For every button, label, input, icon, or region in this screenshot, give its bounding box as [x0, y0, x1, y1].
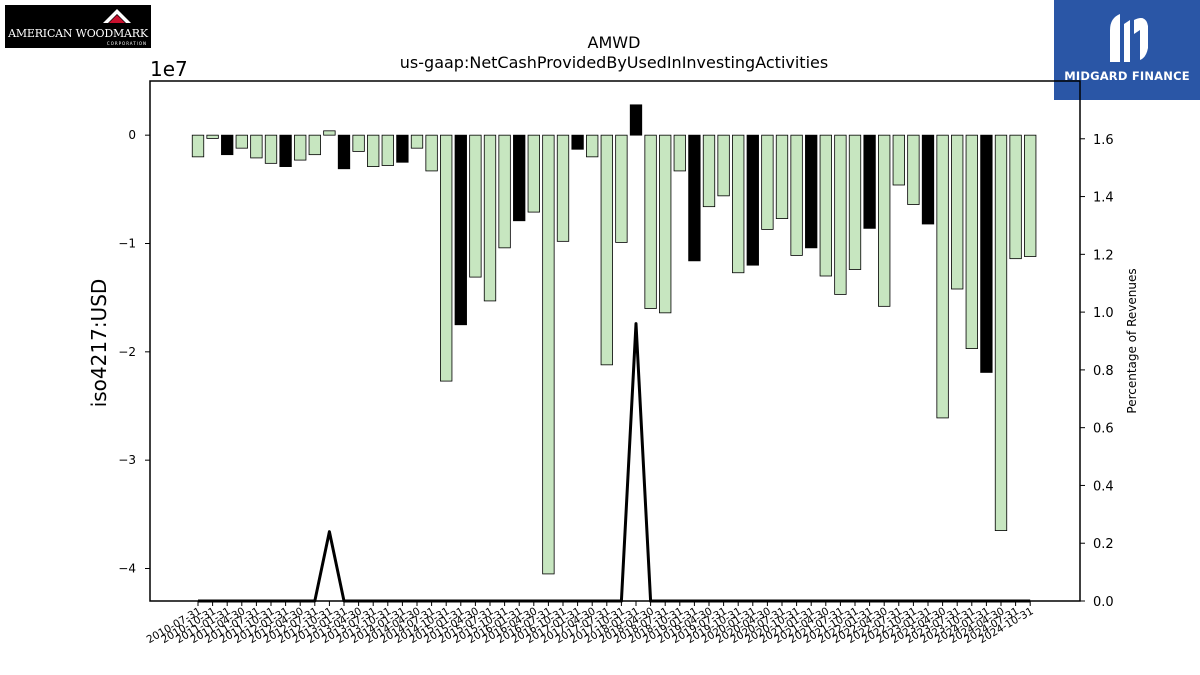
bar-2010-07-31 [191, 134, 205, 158]
bar-2021-01-31 [805, 134, 818, 249]
bar-2023-04-30 [936, 134, 949, 419]
y2-tick-label: 1.6 [1093, 133, 1114, 148]
bar-2019-01-31 [688, 134, 701, 262]
bar-2011-10-31 [264, 134, 278, 164]
bars-group [191, 104, 1037, 575]
y2-tick-label: 0.2 [1093, 537, 1114, 552]
bar-2019-07-31 [717, 134, 730, 197]
bar-2014-01-31 [396, 134, 409, 163]
y-ticks-group: 0 −1 −2 −3 −4 [118, 128, 150, 576]
bar-2020-07-31 [775, 134, 789, 219]
bar-2020-10-31 [790, 134, 803, 256]
company-logo-subtext: CORPORATION [106, 41, 147, 46]
bar-2020-01-31 [746, 134, 759, 266]
y2-tick-label: 1.0 [1093, 306, 1114, 321]
y-tick-label: −2 [118, 345, 136, 359]
bar-2019-10-31 [732, 134, 745, 274]
bar-2016-10-31 [556, 134, 570, 242]
bar-2013-10-31 [381, 134, 394, 166]
y-axis-label: iso4217:USD [87, 279, 111, 408]
bar-2011-07-31 [250, 134, 263, 159]
house-roof-icon [103, 9, 131, 23]
bar-2021-04-30 [819, 134, 832, 277]
midgard-emblem-icon [1110, 14, 1148, 62]
bar-2018-01-31 [629, 104, 643, 136]
chart-subtitle: us-gaap:NetCashProvidedByUsedInInvesting… [400, 53, 828, 72]
bar-2021-07-31 [834, 134, 847, 295]
bar-2024-10-31 [1024, 134, 1037, 257]
bar-2017-04-30 [586, 134, 599, 158]
bar-2024-01-31 [980, 134, 993, 373]
bar-2010-10-31 [206, 134, 219, 139]
bar-2022-04-30 [878, 134, 891, 307]
bar-2013-07-31 [367, 134, 380, 167]
bar-2012-10-31 [323, 130, 336, 136]
bar-2012-04-30 [294, 134, 307, 161]
american-woodmark-logo: AMERICAN WOODMARK CORPORATION [5, 5, 151, 48]
bar-2023-01-31 [921, 134, 935, 225]
bar-2015-07-31 [483, 134, 497, 302]
midgard-finance-logo: MIDGARD FINANCE [1054, 0, 1200, 100]
bar-2022-07-31 [892, 134, 905, 186]
y2-axis-label: Percentage of Revenues [1125, 268, 1139, 413]
bar-2022-10-31 [907, 134, 920, 205]
bar-2024-04-30 [994, 134, 1008, 531]
plot-frame [149, 80, 1081, 602]
y2-tick-label: 1.2 [1093, 248, 1114, 263]
bar-2017-10-31 [615, 134, 628, 243]
bar-2018-07-31 [659, 134, 672, 314]
y2-tick-label: 0.0 [1093, 595, 1114, 610]
bar-2014-10-31 [440, 134, 453, 382]
bar-2016-01-31 [513, 134, 526, 222]
bar-2014-07-31 [425, 134, 438, 172]
bar-2015-01-31 [454, 134, 467, 326]
bar-2018-10-31 [673, 134, 686, 172]
bar-2017-07-31 [600, 134, 613, 366]
bar-2013-01-31 [337, 134, 351, 170]
bar-2017-01-31 [571, 134, 584, 150]
bar-2022-01-31 [863, 134, 876, 229]
bar-2020-04-30 [761, 134, 774, 230]
bar-2016-04-30 [527, 134, 540, 213]
bar-2011-01-31 [221, 134, 234, 156]
y-tick-label: −3 [118, 453, 136, 467]
bar-2013-04-30 [352, 134, 365, 152]
bar-2024-07-31 [1009, 134, 1022, 260]
bar-2023-10-31 [965, 134, 978, 349]
bar-2021-10-31 [848, 134, 862, 270]
y2-tick-label: 0.8 [1093, 364, 1114, 379]
y-tick-label: −4 [118, 562, 136, 576]
bar-2018-04-30 [644, 134, 657, 309]
chart-title: AMWD [588, 33, 641, 52]
percentage-of-revenues-line [198, 322, 1031, 603]
partner-logo-text: MIDGARD FINANCE [1064, 69, 1190, 83]
bar-2012-01-31 [279, 134, 292, 167]
bar-2023-07-31 [951, 134, 964, 290]
y2-tick-label: 0.6 [1093, 422, 1114, 437]
bar-2015-10-31 [498, 134, 511, 249]
y-scale-label: 1e7 [150, 57, 188, 81]
company-logo-text: AMERICAN WOODMARK [8, 27, 148, 40]
bar-2019-04-30 [702, 134, 716, 208]
y-tick-label: 0 [128, 128, 136, 142]
y2-tick-label: 1.4 [1093, 191, 1114, 206]
y-tick-label: −1 [118, 237, 136, 251]
y2-ticks-group: 0.0 0.2 0.4 0.6 0.8 1.0 1.2 1.4 1.6 [1080, 133, 1114, 610]
percentage-line-group [198, 322, 1031, 603]
bar-2014-04-30 [410, 134, 424, 149]
bar-2015-04-30 [469, 134, 482, 278]
bar-2016-07-31 [542, 134, 555, 575]
bar-2012-07-31 [308, 134, 321, 156]
bar-2011-04-30 [235, 134, 248, 149]
x-ticks-group: 2010-07-312010-10-312011-01-312011-04-30… [145, 601, 1036, 646]
y2-tick-label: 0.4 [1093, 479, 1114, 494]
